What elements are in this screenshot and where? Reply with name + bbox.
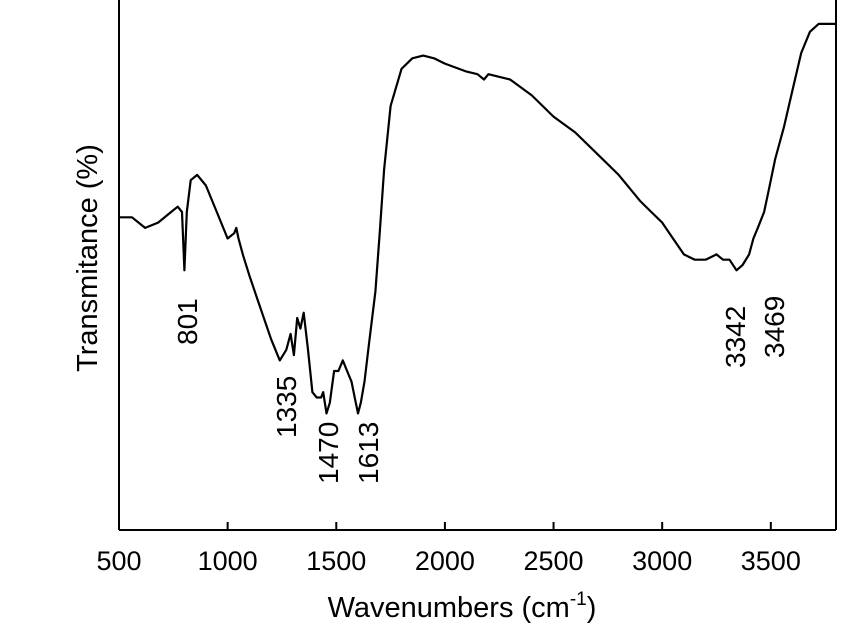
x-axis-title-end: ) bbox=[587, 592, 597, 624]
x-tick-label-1500: 1500 bbox=[306, 546, 366, 576]
peak-label-3342: 3342 bbox=[720, 306, 751, 368]
peak-label-1335: 1335 bbox=[271, 376, 302, 438]
spectrum-line bbox=[119, 22, 836, 415]
x-tick-label-3000: 3000 bbox=[632, 546, 692, 576]
x-tick-label-2000: 2000 bbox=[415, 546, 475, 576]
x-tick-label-1000: 1000 bbox=[198, 546, 258, 576]
peak-label-801: 801 bbox=[172, 298, 203, 345]
x-axis-title-sup: -1 bbox=[570, 589, 587, 610]
y-axis-title: Transmitance (%) bbox=[72, 144, 104, 372]
x-axis-title: Wavenumbers (cm-1) bbox=[328, 589, 597, 624]
x-tick-label-2500: 2500 bbox=[524, 546, 584, 576]
x-tick-labels: 500 1000 1500 2000 2500 3000 3500 bbox=[96, 546, 800, 576]
peak-label-1613: 1613 bbox=[353, 422, 384, 484]
x-tick-label-500: 500 bbox=[96, 546, 141, 576]
x-axis-title-main: Wavenumbers (cm bbox=[328, 592, 570, 624]
x-ticks bbox=[118, 522, 772, 530]
peak-label-1470: 1470 bbox=[313, 422, 344, 484]
peak-label-3469: 3469 bbox=[759, 296, 790, 358]
x-tick-label-3500: 3500 bbox=[741, 546, 801, 576]
